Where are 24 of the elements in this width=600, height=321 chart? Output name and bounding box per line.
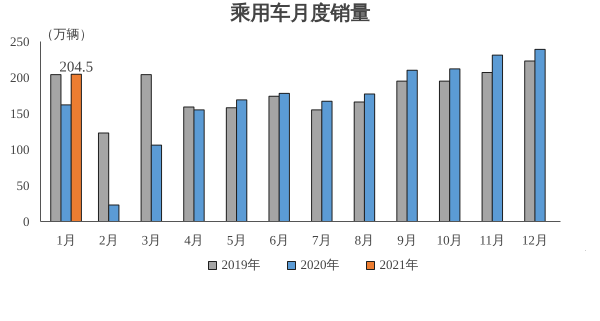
x-tick-label: 8月	[354, 232, 374, 248]
x-tick-label: 7月	[312, 232, 332, 248]
y-tick-label: 0	[23, 214, 30, 229]
legend-label: 2019年	[222, 256, 260, 274]
x-tick-label: 5月	[226, 232, 246, 248]
y-axis-title: （万辆）	[40, 26, 92, 42]
chart-title: 乘用车月度销量	[230, 2, 370, 24]
x-tick-label: 3月	[142, 232, 162, 248]
x-tick-label: 2月	[98, 232, 118, 248]
y-tick-label: 200	[10, 70, 30, 85]
legend-label: 2021年	[380, 256, 418, 274]
legend-label: 2020年	[300, 256, 340, 274]
y-tick-label: 100	[10, 142, 30, 157]
y-tick-label: 150	[10, 106, 30, 121]
y-tick-label: 50	[16, 178, 30, 193]
x-tick-label: 4月	[184, 232, 204, 248]
x-tick-label: 12月	[522, 232, 548, 248]
y-tick-label: 250	[10, 34, 30, 49]
x-tick-label: 1月	[56, 232, 76, 248]
x-tick-label: 6月	[269, 232, 289, 248]
x-tick-label: 11月	[480, 232, 506, 248]
x-tick-label: 10月	[436, 232, 463, 248]
x-tick-label: 9月	[397, 232, 417, 248]
data-label: 204.5	[59, 59, 94, 76]
